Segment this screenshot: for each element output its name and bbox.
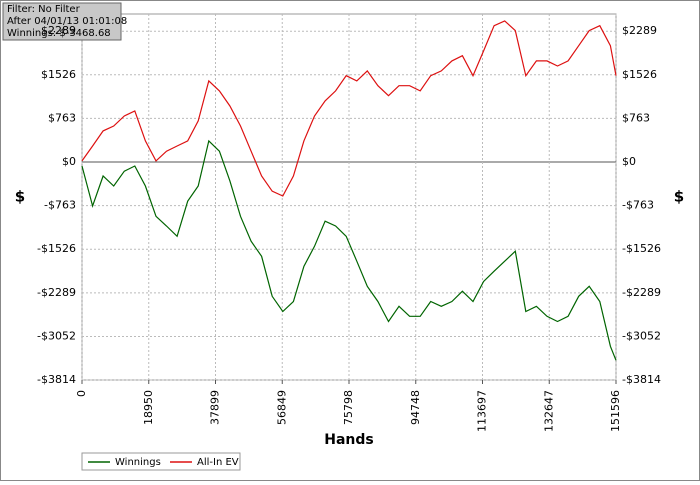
x-tick-label: 132647 [542, 390, 555, 432]
x-axis-label: Hands [324, 432, 374, 448]
y-tick-label: -$3814 [37, 373, 76, 386]
y2-tick-label: $1526 [622, 68, 657, 81]
y-tick-label: $763 [48, 111, 76, 124]
legend-label: Winnings [115, 457, 161, 468]
y-tick-label: -$3052 [37, 329, 76, 342]
x-tick-label: 37899 [209, 390, 222, 425]
y-tick-label: -$2289 [37, 286, 76, 299]
x-tick-label: 94748 [409, 390, 422, 425]
y2-tick-label: -$2289 [622, 286, 661, 299]
y2-tick-label: -$3814 [622, 373, 661, 386]
x-tick-label: 0 [75, 390, 88, 397]
y-tick-label: $0 [62, 155, 76, 168]
legend: Winnings All-In EV [81, 452, 241, 471]
x-tick-label: 56849 [275, 390, 288, 425]
y-tick-label: $1526 [41, 68, 76, 81]
info-box: Filter: No Filter After 04/01/13 01:01:0… [2, 2, 127, 41]
y2-tick-label: $763 [622, 111, 650, 124]
y-axis-label: $ [15, 188, 25, 206]
x-tick-label: 113697 [476, 390, 489, 432]
legend-label: All-In EV [197, 457, 239, 468]
info-bg [2, 2, 122, 41]
y-tick-label: -$763 [44, 199, 76, 212]
info-line: After 04/01/13 01:01:08 [7, 16, 127, 27]
y2-tick-label: -$3052 [622, 329, 661, 342]
y2-tick-label: -$1526 [622, 242, 661, 255]
grid [81, 14, 617, 381]
y2-tick-label: -$763 [622, 199, 654, 212]
y2-tick-label: $2289 [622, 24, 657, 37]
x-tick-label: 151596 [609, 390, 622, 432]
info-line: Filter: No Filter [7, 4, 81, 15]
y2-axis-label: $ [674, 188, 684, 206]
series-line [81, 20, 617, 197]
lines [81, 20, 617, 361]
y2-tick-label: $0 [622, 155, 636, 168]
x-tick-label: 18950 [142, 390, 155, 425]
y-tick-label: -$1526 [37, 242, 76, 255]
info-line: Winnings: $-3468.68 [7, 28, 111, 39]
legend-box [81, 452, 241, 471]
x-tick-label: 75798 [342, 390, 355, 425]
plot-area [81, 13, 617, 381]
series-line [81, 139, 617, 361]
y-tick-label: $2289 [41, 24, 76, 37]
